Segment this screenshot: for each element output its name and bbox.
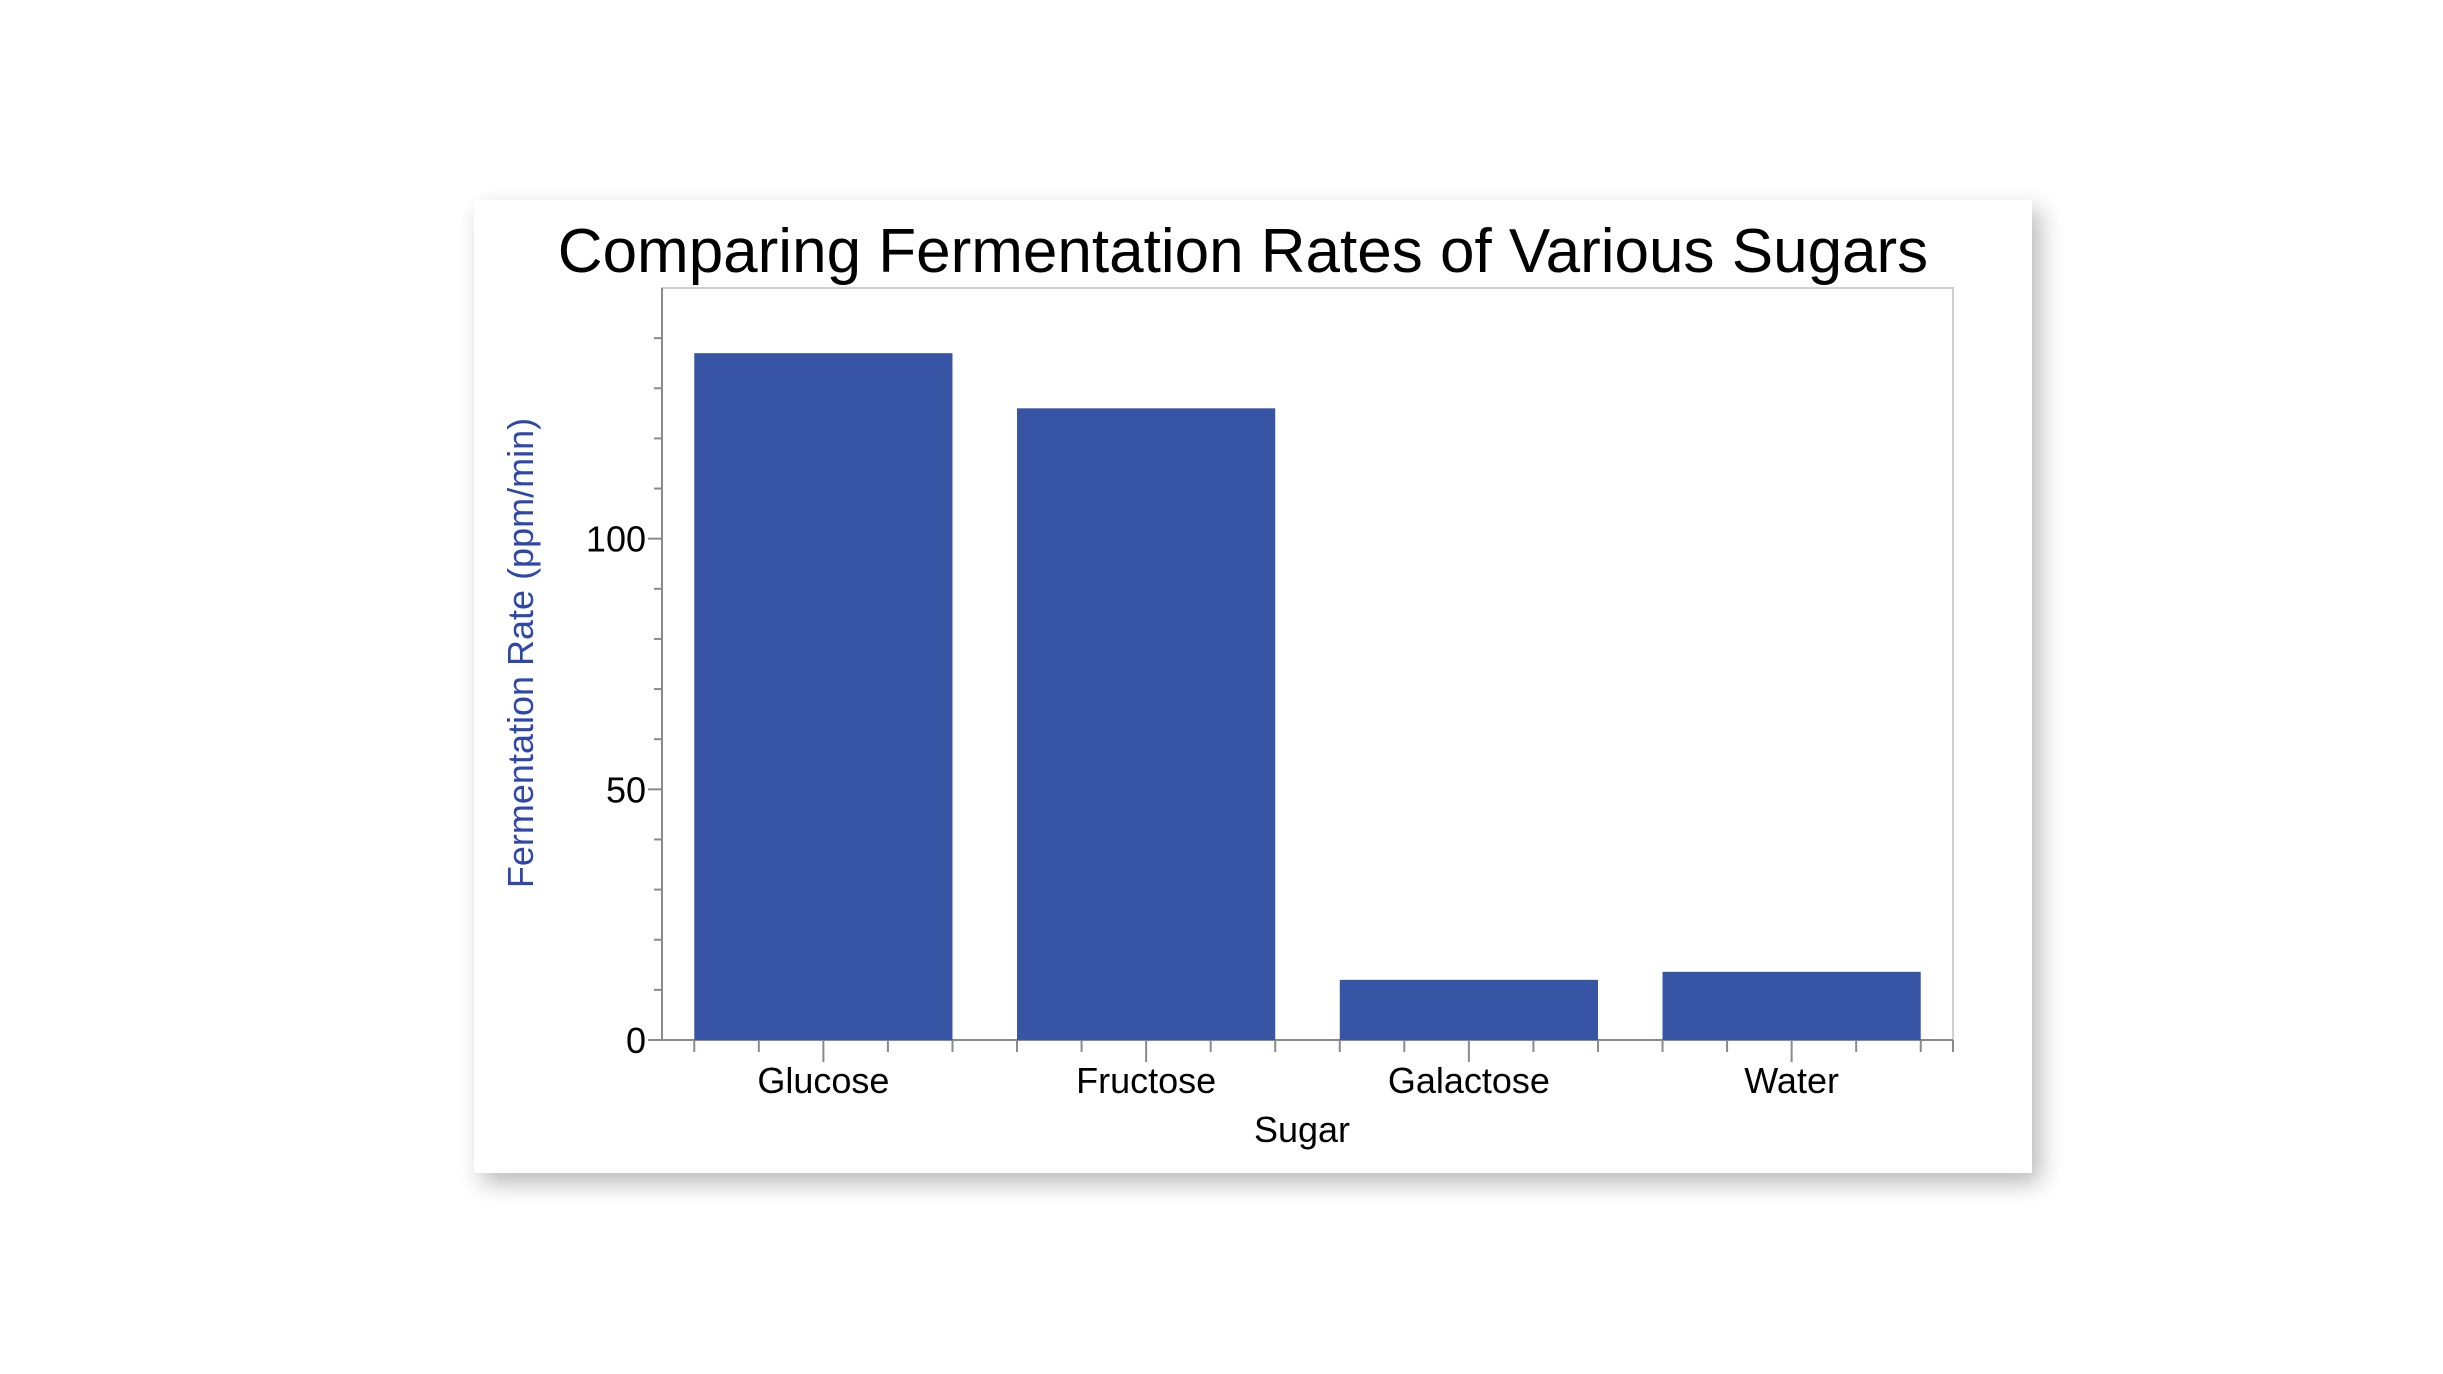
y-tick-label: 0 <box>626 1020 646 1061</box>
x-tick-label: Galactose <box>1388 1060 1550 1101</box>
y-axis-title: Fermentation Rate (ppm/min) <box>500 418 541 888</box>
chart-title: Comparing Fermentation Rates of Various … <box>558 217 1928 286</box>
x-tick-label: Water <box>1744 1060 1839 1101</box>
bar-water <box>1662 971 1921 1040</box>
y-tick-label: 100 <box>586 519 646 560</box>
x-axis-title: Sugar <box>1254 1109 1350 1150</box>
x-tick-label: Fructose <box>1076 1060 1216 1101</box>
bar-glucose <box>694 353 953 1040</box>
x-tick-label: Glucose <box>757 1060 889 1101</box>
bar-galactose <box>1339 979 1598 1040</box>
y-tick-label: 50 <box>606 769 646 810</box>
bar-fructose <box>1017 408 1276 1040</box>
